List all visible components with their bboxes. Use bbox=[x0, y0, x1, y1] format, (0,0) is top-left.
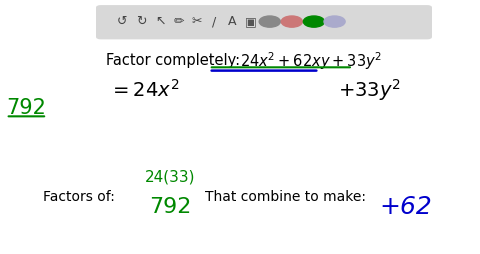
Text: /: / bbox=[213, 15, 216, 28]
Text: That combine to make:: That combine to make: bbox=[205, 190, 366, 204]
Text: $+33y^2$: $+33y^2$ bbox=[338, 77, 401, 103]
Text: A: A bbox=[228, 15, 237, 28]
Text: ✏: ✏ bbox=[174, 15, 184, 28]
Text: 24(33): 24(33) bbox=[145, 169, 196, 184]
Text: ↻: ↻ bbox=[136, 15, 147, 28]
Text: $24x^2+62xy+33y^2$: $24x^2+62xy+33y^2$ bbox=[240, 50, 382, 72]
Text: ↖: ↖ bbox=[156, 15, 166, 28]
Circle shape bbox=[303, 16, 324, 27]
Text: Factor completely:: Factor completely: bbox=[106, 53, 244, 69]
Text: $= 24x^2$: $= 24x^2$ bbox=[109, 79, 179, 101]
Text: ↺: ↺ bbox=[117, 15, 128, 28]
Text: 792: 792 bbox=[149, 197, 192, 217]
FancyBboxPatch shape bbox=[96, 5, 432, 39]
Text: +62: +62 bbox=[379, 195, 432, 219]
Circle shape bbox=[324, 16, 345, 27]
Text: 792: 792 bbox=[6, 98, 47, 118]
Circle shape bbox=[259, 16, 280, 27]
Text: ▣: ▣ bbox=[245, 15, 257, 28]
Text: Factors of:: Factors of: bbox=[43, 190, 115, 204]
Text: ✂: ✂ bbox=[192, 15, 202, 28]
Circle shape bbox=[281, 16, 302, 27]
